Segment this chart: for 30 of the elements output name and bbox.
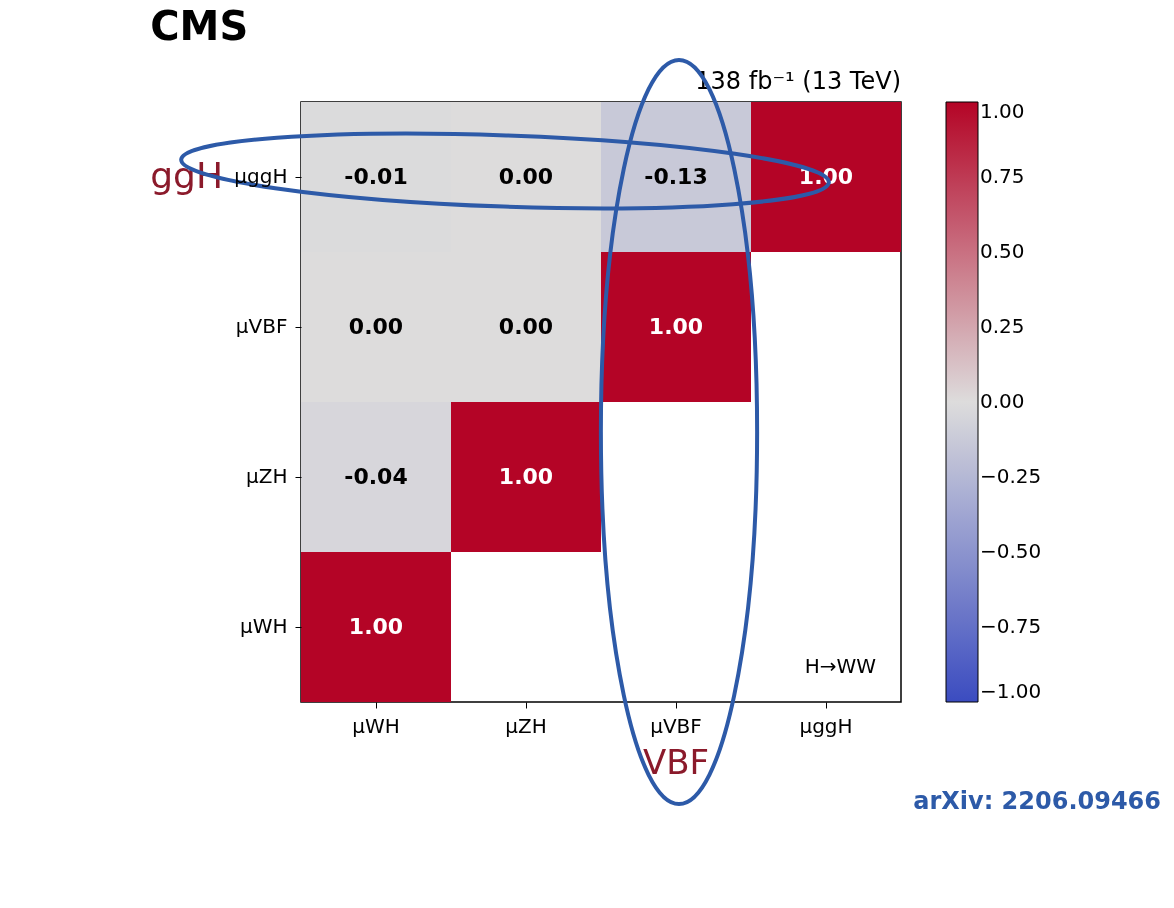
annotation: H→WW — [804, 654, 877, 678]
color-bar-label: 0.50 — [980, 239, 1025, 263]
data-label: 0.00 — [498, 164, 554, 189]
color-bar-label: 0.75 — [980, 164, 1025, 188]
y-tick-label: μVBF — [235, 314, 288, 338]
data-label: -0.13 — [644, 164, 708, 189]
data-label: 0.00 — [498, 314, 554, 339]
data-label: -0.04 — [344, 464, 408, 489]
chart-title: CMS — [150, 3, 249, 49]
color-bar-label: 0.25 — [980, 314, 1025, 338]
color-bar-label: −0.50 — [980, 539, 1042, 563]
data-label: 1.00 — [348, 614, 404, 639]
color-bar-label: −0.75 — [980, 614, 1042, 638]
data-label: -0.01 — [344, 164, 408, 189]
color-bar-label: 1.00 — [980, 99, 1025, 123]
data-label: 0.00 — [348, 314, 404, 339]
color-bar-label: 0.00 — [980, 389, 1025, 413]
x-tick-label: μZH — [505, 713, 547, 738]
text: arXiv: 2206.09466 — [913, 787, 1161, 815]
y-tick-label: μggH — [234, 164, 288, 188]
color-bar-label: −1.00 — [980, 679, 1042, 703]
data-label: 1.00 — [648, 314, 704, 339]
x-tick-label: μVBF — [650, 713, 702, 738]
text: VBF — [642, 742, 710, 782]
color-bar-label: −0.25 — [980, 464, 1042, 488]
y-tick-label: μZH — [246, 464, 288, 488]
x-tick-label: μggH — [799, 713, 853, 738]
data-label: 1.00 — [498, 464, 554, 489]
x-tick-label: μWH — [352, 713, 400, 738]
y-tick-label: μWH — [239, 614, 288, 638]
